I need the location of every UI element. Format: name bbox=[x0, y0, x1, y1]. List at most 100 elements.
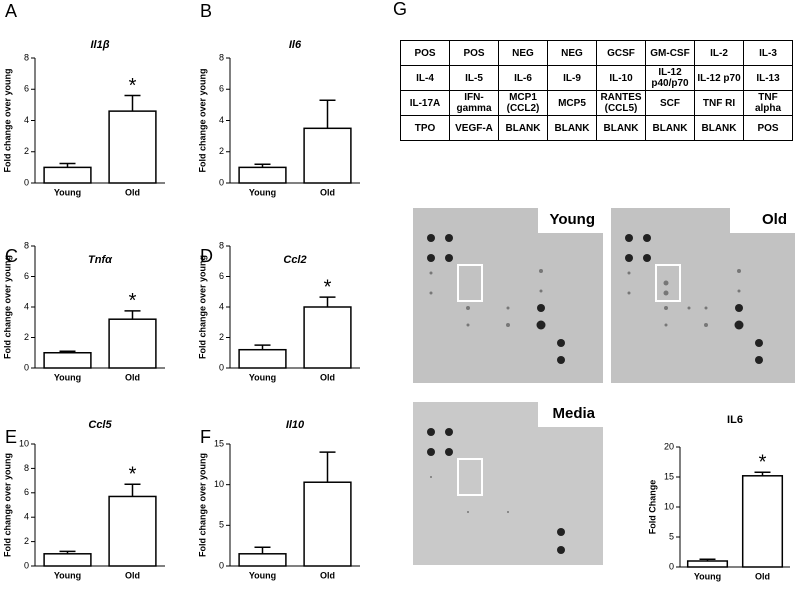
y-tick-label: 0 bbox=[24, 177, 29, 187]
highlight-box bbox=[457, 264, 483, 302]
bar bbox=[43, 352, 92, 369]
y-tick-label: 8 bbox=[219, 52, 224, 62]
error-bar bbox=[124, 483, 141, 497]
blot-spot bbox=[429, 271, 433, 275]
table-cell: POS bbox=[743, 115, 793, 141]
y-axis-label: Fold change over young bbox=[197, 255, 207, 359]
blot-spot bbox=[704, 323, 708, 327]
error-bar bbox=[319, 296, 336, 307]
table-cell: NEG bbox=[498, 40, 548, 66]
table-cell: IL-9 bbox=[547, 65, 597, 91]
blot-spot bbox=[427, 448, 435, 456]
blot-spot bbox=[507, 511, 509, 513]
blot-spot bbox=[704, 306, 708, 310]
y-tick-label: 4 bbox=[24, 512, 29, 522]
table-cell: GM-CSF bbox=[645, 40, 695, 66]
y-tick-label: 4 bbox=[24, 301, 29, 311]
bar bbox=[303, 306, 352, 369]
blot-image bbox=[611, 208, 795, 383]
x-tick-label: Old bbox=[125, 372, 140, 382]
x-tick-label: Old bbox=[125, 570, 140, 580]
bar bbox=[43, 166, 92, 184]
table-cell: IL-12 p40/p70 bbox=[645, 65, 695, 91]
x-tick-label: Old bbox=[755, 571, 770, 581]
y-tick-label: 0 bbox=[24, 362, 29, 372]
table-cell: BLANK bbox=[498, 115, 548, 141]
blot-spot bbox=[557, 546, 565, 554]
table-cell: IL-6 bbox=[498, 65, 548, 91]
bar bbox=[108, 495, 157, 567]
blot-spot bbox=[506, 306, 510, 310]
error-bar bbox=[699, 558, 716, 561]
blot-image bbox=[413, 208, 603, 383]
error-bar bbox=[59, 350, 76, 353]
y-tick-label: 8 bbox=[24, 240, 29, 250]
y-tick-label: 6 bbox=[24, 84, 29, 94]
x-tick-label: Old bbox=[320, 570, 335, 580]
y-axis-label: Fold Change bbox=[647, 480, 657, 535]
array-table: POS POS NEG NEG GCSF GM-CSF IL-2 IL-3 IL-4 IL-5 IL… bbox=[400, 40, 793, 141]
panel-label: C bbox=[5, 246, 18, 266]
y-tick-label: 8 bbox=[219, 240, 224, 250]
blot-spot bbox=[737, 269, 741, 273]
chart-title: IL6 bbox=[727, 414, 743, 426]
x-tick-label: Young bbox=[54, 570, 81, 580]
y-axis-label: Fold change over young bbox=[2, 68, 12, 172]
x-tick-label: Old bbox=[320, 187, 335, 197]
blot-spot bbox=[687, 306, 691, 310]
x-tick-label: Young bbox=[249, 570, 276, 580]
y-tick-label: 10 bbox=[19, 438, 29, 448]
panel-label: A bbox=[5, 1, 17, 21]
y-axis-label: Fold change over young bbox=[2, 453, 12, 557]
blot-spot bbox=[625, 254, 633, 262]
significance-marker: * bbox=[759, 451, 767, 473]
blot-spot bbox=[427, 254, 435, 262]
y-tick-label: 10 bbox=[214, 479, 224, 489]
y-tick-label: 6 bbox=[219, 84, 224, 94]
table-cell: TPO bbox=[400, 115, 450, 141]
error-bar bbox=[124, 94, 141, 112]
blot-spot bbox=[467, 511, 469, 513]
x-tick-label: Old bbox=[125, 187, 140, 197]
significance-marker: * bbox=[129, 464, 137, 486]
x-tick-label: Young bbox=[54, 372, 81, 382]
error-bar bbox=[254, 546, 271, 554]
bar bbox=[108, 318, 157, 369]
table-cell: NEG bbox=[547, 40, 597, 66]
significance-marker: * bbox=[129, 75, 137, 97]
blot-spot bbox=[466, 306, 470, 310]
y-tick-label: 0 bbox=[24, 560, 29, 570]
blot-spot bbox=[643, 234, 651, 242]
y-tick-label: 20 bbox=[664, 441, 674, 451]
table-cell: IL-4 bbox=[400, 65, 450, 91]
blot-spot bbox=[429, 291, 433, 295]
panel-label: G bbox=[393, 0, 407, 19]
table-cell: IL-13 bbox=[743, 65, 793, 91]
blot-label: Old bbox=[762, 211, 787, 228]
blot-image bbox=[413, 402, 603, 565]
blot-spot bbox=[755, 339, 763, 347]
blot-label: Media bbox=[552, 405, 595, 422]
table-cell: MCP1 (CCL2) bbox=[498, 90, 548, 116]
x-tick-label: Old bbox=[320, 372, 335, 382]
error-bar bbox=[254, 344, 271, 350]
y-tick-label: 0 bbox=[219, 560, 224, 570]
y-tick-label: 15 bbox=[214, 438, 224, 448]
y-tick-label: 6 bbox=[24, 487, 29, 497]
blot-spot bbox=[643, 254, 651, 262]
blot-spot bbox=[427, 428, 435, 436]
y-axis-label: Fold change over young bbox=[2, 255, 12, 359]
blot-spot bbox=[627, 271, 631, 275]
error-bar bbox=[59, 162, 76, 168]
bar bbox=[238, 166, 287, 184]
panel-label: B bbox=[200, 1, 212, 21]
table-cell: RANTES (CCL5) bbox=[596, 90, 646, 116]
error-bar bbox=[254, 163, 271, 168]
blot-spot bbox=[663, 290, 669, 296]
table-cell: BLANK bbox=[547, 115, 597, 141]
blot-spot bbox=[625, 234, 633, 242]
bar bbox=[741, 475, 784, 568]
blot-spot bbox=[735, 304, 743, 312]
blot-label: Young bbox=[549, 211, 595, 228]
